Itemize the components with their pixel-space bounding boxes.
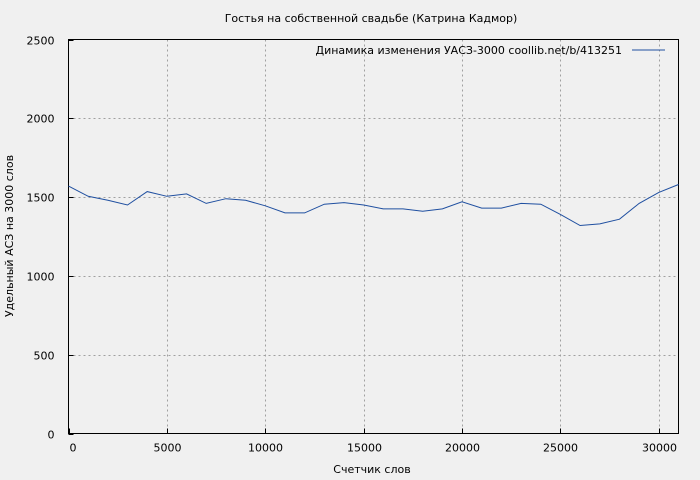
y-tick-label: 1500 [27, 192, 55, 205]
x-tick-label: 20000 [445, 442, 480, 455]
x-tick-label: 25000 [543, 442, 578, 455]
plot-area-frame [68, 39, 679, 434]
x-axis-label: Счетчик слов [333, 463, 410, 476]
x-tick-label: 0 [70, 442, 77, 455]
y-tick-label: 2500 [27, 35, 55, 48]
y-tick-label: 500 [34, 350, 55, 363]
x-axis: 0 5000 10000 15000 20000 25000 30000 [69, 428, 677, 455]
x-tick-label: 5000 [154, 442, 182, 455]
series-line [68, 184, 679, 227]
x-tick-label: 30000 [642, 442, 677, 455]
x-tick-label: 15000 [347, 442, 382, 455]
y-axis-label: Удельный АСЗ на 3000 слов [3, 155, 16, 317]
chart-title: Гостья на собственной свадьбе (Катрина К… [225, 12, 518, 25]
y-axis: 0 500 1000 1500 2000 2500 [27, 35, 74, 442]
x-tick-label: 10000 [248, 442, 283, 455]
y-tick-label: 1000 [27, 271, 55, 284]
legend-label: Динамика изменения УАСЗ-3000 coollib.net… [316, 44, 623, 57]
grid-lines [68, 39, 679, 434]
y-tick-label: 0 [48, 429, 55, 442]
legend: Динамика изменения УАСЗ-3000 coollib.net… [316, 44, 665, 57]
y-tick-label: 2000 [27, 113, 55, 126]
